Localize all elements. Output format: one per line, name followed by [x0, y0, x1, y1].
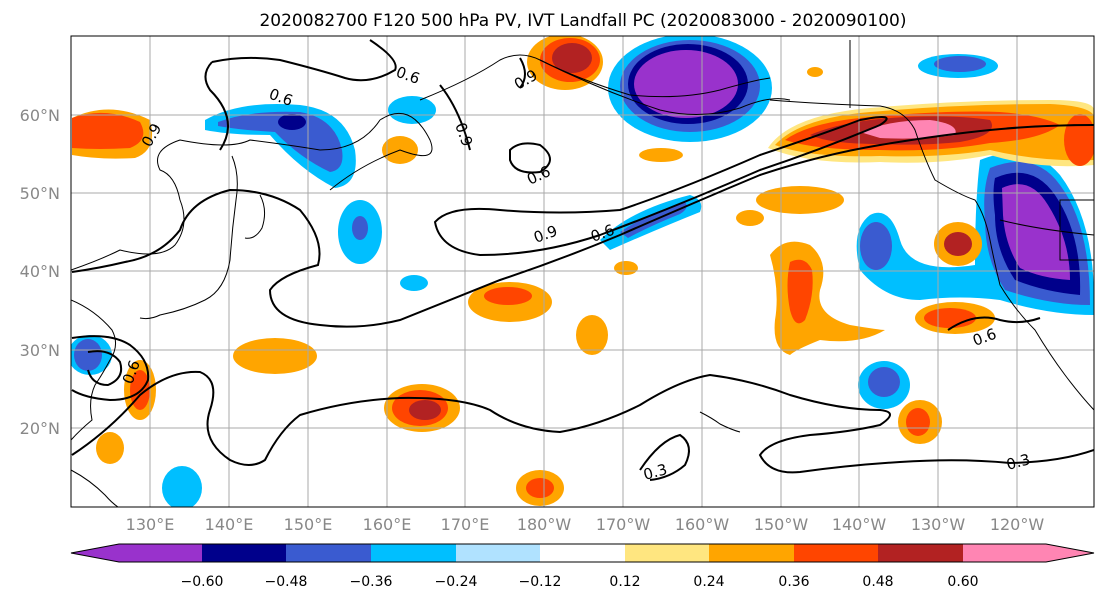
map-panel: 0.6 0.6 0.9 0.9 0.9 0.6 0.9 0.6 0.6 0.6 …	[70, 35, 1095, 508]
colorbar-tick-label: 0.24	[693, 574, 724, 590]
colorbar-segment	[625, 544, 709, 562]
colorbar-segment	[878, 544, 963, 562]
colorbar-tick-label: 0.48	[862, 574, 893, 590]
contour-label: 0.3	[1004, 450, 1032, 474]
lon-label: 160°E	[363, 515, 412, 534]
lon-label: 150°W	[754, 515, 809, 534]
anomaly-gulf-alaska-positive	[768, 100, 1094, 167]
lon-label: 170°W	[596, 515, 651, 534]
lon-label: 140°E	[205, 515, 254, 534]
colorbar-tick-label: −0.24	[435, 574, 478, 590]
colorbar-extend-min	[71, 544, 119, 562]
contour-lines	[71, 39, 1094, 481]
anomaly-alaska-negative	[608, 36, 772, 142]
lon-label: 170°E	[441, 515, 490, 534]
lat-label: 50°N	[20, 184, 60, 203]
colorbar-segment	[119, 544, 202, 562]
colorbar-segment	[794, 544, 878, 562]
colorbar-tick-label: −0.60	[181, 574, 224, 590]
colorbar-segment	[371, 544, 456, 562]
lon-label: 150°E	[284, 515, 333, 534]
anomaly-east-pacific-positive	[576, 186, 995, 444]
latitude-labels: 60°N 50°N 40°N 30°N 20°N	[20, 106, 60, 438]
anomaly-west-pacific-positive	[72, 36, 823, 506]
colorbar-outline	[70, 543, 1095, 563]
colorbar-tick-label: −0.36	[350, 574, 393, 590]
colorbar	[70, 543, 1095, 563]
anomaly-okhotsk-negative	[205, 104, 356, 188]
lon-label: 120°W	[990, 515, 1045, 534]
colorbar-extend-max	[1046, 544, 1094, 562]
colorbar-segment	[540, 544, 625, 562]
lat-label: 30°N	[20, 341, 60, 360]
lon-label: 130°E	[126, 515, 175, 534]
lat-label: 40°N	[20, 262, 60, 281]
coastlines	[71, 40, 1094, 507]
colorbar-tick-label: 0.60	[947, 574, 978, 590]
colorbar-segment	[286, 544, 371, 562]
lon-label: 130°W	[911, 515, 966, 534]
colorbar-segment	[456, 544, 540, 562]
lat-label: 20°N	[20, 419, 60, 438]
map-frame	[70, 35, 1095, 508]
colorbar-tick-labels: −0.60 −0.48 −0.36 −0.24 −0.12 0.12 0.24 …	[181, 574, 979, 590]
colorbar-tick-label: −0.48	[265, 574, 308, 590]
colorbar-tick-label: 0.36	[778, 574, 809, 590]
colorbar-segment	[202, 544, 286, 562]
colorbar-segment	[963, 544, 1046, 562]
graticule	[71, 36, 1094, 507]
figure-title: 2020082700 F120 500 hPa PV, IVT Landfall…	[259, 11, 906, 31]
lat-label: 60°N	[20, 106, 60, 125]
lon-label: 180°W	[517, 515, 572, 534]
lon-label: 140°W	[832, 515, 887, 534]
lon-label: 160°W	[675, 515, 730, 534]
contour-label: 0.3	[641, 460, 669, 484]
longitude-labels: 130°E 140°E 150°E 160°E 170°E 180°W 170°…	[126, 515, 1045, 534]
colorbar-tick-label: −0.12	[519, 574, 562, 590]
colorbar-segment	[709, 544, 794, 562]
colorbar-tick-label: 0.12	[609, 574, 640, 590]
